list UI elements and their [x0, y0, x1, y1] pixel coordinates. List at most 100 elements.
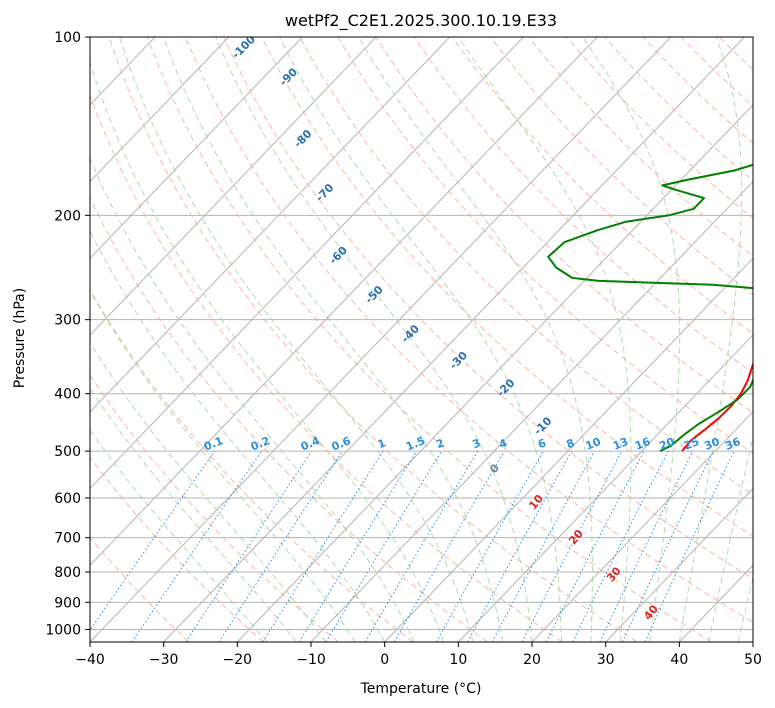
dry-adiabat-line [184, 37, 753, 623]
isotherm-line [90, 37, 303, 260]
dry-adiabat-line [261, 37, 753, 537]
plot-area [90, 37, 753, 642]
x-tick-label: 50 [744, 652, 762, 668]
mixing-ratio-line [218, 450, 343, 642]
mixing-ratio-label: 2 [434, 436, 446, 451]
dry-adiabat-line [90, 456, 264, 642]
dry-adiabat-line [90, 288, 414, 642]
moist-adiabat-line [90, 387, 297, 642]
dry-adiabat-line [146, 37, 712, 642]
dry-adiabat-line [375, 37, 753, 414]
dry-adiabat-line [337, 37, 753, 454]
dry-adiabat-line [90, 196, 488, 642]
mixing-ratio-line [491, 450, 595, 642]
y-tick-label: 100 [54, 30, 81, 46]
mixing-ratio-line [325, 450, 443, 642]
mixing-ratio-label: 16 [633, 435, 652, 453]
moist-adiabat-line [279, 37, 562, 642]
mixing-ratio-label: 36 [723, 435, 742, 453]
moist-adiabat-line [90, 60, 445, 642]
isotherm-line [90, 37, 377, 336]
x-tick-label: 30 [597, 652, 615, 668]
y-tick-label: 500 [54, 444, 81, 460]
y-tick-label: 400 [54, 387, 81, 403]
y-tick-label: 300 [54, 313, 81, 329]
moist-adiabat-line [90, 289, 356, 642]
isotherm-line [90, 37, 672, 642]
moist-adiabat-line [162, 37, 503, 642]
isotherm-line [0, 37, 8, 642]
isotherm-line [163, 37, 745, 642]
temperature-line [681, 361, 753, 452]
y-tick-label: 800 [54, 565, 81, 581]
isotherm-line [531, 411, 753, 642]
moist-adiabat-line [90, 229, 386, 642]
mixing-ratio-line [435, 450, 544, 642]
mixing-ratio-label: 10 [584, 435, 603, 453]
isotherm-line [90, 37, 451, 413]
isotherm-line [457, 334, 753, 642]
plot-frame [89, 36, 754, 643]
mixing-ratio-label: 1 [376, 436, 388, 451]
dry-adiabat-line [90, 94, 563, 642]
y-tick-label: 700 [54, 531, 81, 547]
moist-adiabat-line [119, 37, 474, 642]
dry-adiabat-line [223, 37, 753, 580]
isotherm-line [90, 37, 524, 490]
y-tick-label: 900 [54, 595, 81, 611]
moist-adiabat-line [678, 37, 743, 642]
chart-axes: −40 −30 −20 −10 0 10 20 30 40 50 100 200 300 400 500 60… [45, 30, 762, 668]
mixing-ratio-line [545, 450, 645, 642]
moist-adiabat-line [90, 429, 268, 642]
y-axis-title: Pressure (hPa) [12, 288, 28, 388]
isotherm-line [90, 37, 230, 183]
mixing-ratio-line [185, 450, 313, 642]
moist-adiabat-line [90, 341, 327, 642]
moist-adiabat-line [358, 37, 593, 642]
x-tick-label: −10 [296, 652, 326, 668]
x-tick-label: 10 [449, 652, 467, 668]
x-tick-label: −40 [75, 652, 105, 668]
y-tick-label: 200 [54, 208, 81, 224]
moist-adiabat-line [708, 434, 753, 642]
mixing-ratio-label: 30 [703, 435, 722, 453]
dry-adiabat-line [566, 37, 753, 219]
x-tick-label: 40 [670, 652, 688, 668]
isotherm-line [90, 37, 598, 566]
moist-adiabat-line [215, 37, 533, 642]
dry-adiabat-line [604, 37, 753, 182]
moist-adiabat-line [768, 37, 775, 642]
dry-adiabat-line [108, 37, 638, 642]
moist-adiabat-line [737, 575, 753, 642]
mixing-ratio-line [467, 450, 573, 642]
mixing-ratio-label: 3 [471, 436, 483, 451]
x-tick-label: −20 [223, 652, 253, 668]
dewpoint-line [547, 163, 753, 453]
chart-grid [0, 37, 775, 642]
mixing-ratio-label: 8 [565, 436, 577, 451]
dry-adiabat-line [413, 37, 753, 374]
dry-adiabat-line [451, 37, 753, 335]
mixing-ratio-line [90, 450, 216, 631]
mixing-ratio-line [262, 450, 384, 642]
chart-title: wetPf2_C2E1.2025.300.10.19.E33 [285, 11, 557, 31]
mixing-ratio-label: 13 [611, 435, 630, 453]
isotherm-line [752, 641, 753, 642]
x-tick-label: 0 [380, 652, 389, 668]
chart-background [90, 37, 753, 642]
chart-series [547, 163, 753, 453]
isotherm-line [236, 104, 753, 642]
mixing-ratio-line [572, 450, 669, 642]
y-tick-label: 1000 [45, 622, 81, 638]
x-tick-label: −30 [149, 652, 179, 668]
isotherm-line [605, 487, 753, 642]
mixing-ratio-line [298, 450, 418, 642]
mixing-ratio-label: 20 [657, 435, 676, 453]
moist-adiabat-line [582, 37, 681, 642]
mixing-ratio-line [131, 450, 263, 642]
dry-adiabat-line [90, 374, 339, 642]
dry-adiabat-line [757, 37, 775, 642]
x-axis-title: Temperature (°C) [360, 681, 482, 697]
isotherm-line [384, 257, 753, 642]
x-tick-label: 20 [523, 652, 541, 668]
